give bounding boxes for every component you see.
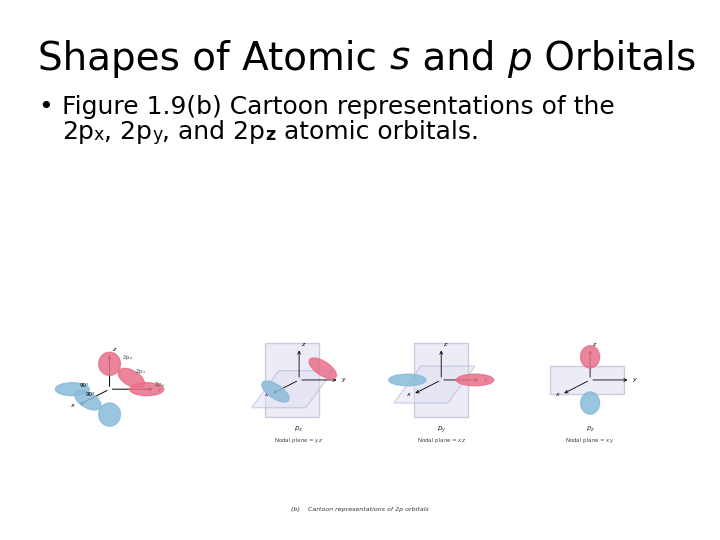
Ellipse shape — [580, 346, 600, 368]
Ellipse shape — [580, 392, 600, 414]
Ellipse shape — [130, 383, 163, 396]
Ellipse shape — [99, 352, 120, 375]
Text: $p_y$: $p_y$ — [436, 424, 446, 435]
Text: •: • — [38, 95, 53, 119]
Text: x: x — [555, 392, 559, 397]
Polygon shape — [549, 366, 624, 394]
Text: 90°: 90° — [86, 392, 96, 397]
Text: and: and — [410, 40, 508, 78]
Text: y: y — [484, 377, 487, 382]
Text: Shapes of Atomic: Shapes of Atomic — [38, 40, 390, 78]
Text: x: x — [264, 392, 268, 397]
Text: y: y — [152, 126, 163, 144]
Text: (b)    Cartoon representations of 2p orbitals: (b) Cartoon representations of 2p orbita… — [291, 508, 429, 512]
Text: 2p$_x$: 2p$_x$ — [135, 367, 147, 376]
Polygon shape — [394, 366, 475, 403]
Polygon shape — [265, 343, 320, 417]
Text: atomic orbitals.: atomic orbitals. — [276, 120, 479, 144]
Text: $p_x$: $p_x$ — [294, 425, 304, 434]
Text: Nodal plane = $xz$: Nodal plane = $xz$ — [417, 436, 466, 446]
Text: z: z — [266, 126, 276, 144]
Text: z: z — [301, 342, 305, 347]
Ellipse shape — [456, 374, 494, 386]
Polygon shape — [414, 343, 468, 417]
Text: 2p: 2p — [62, 120, 94, 144]
Text: $p_z$: $p_z$ — [585, 425, 595, 434]
Text: Orbitals: Orbitals — [532, 40, 696, 78]
Text: z: z — [592, 342, 595, 347]
Text: z: z — [444, 342, 446, 347]
Ellipse shape — [118, 368, 144, 388]
Ellipse shape — [262, 381, 289, 402]
Text: 90°: 90° — [79, 383, 89, 388]
Text: y: y — [341, 377, 345, 382]
Text: Nodal plane = $xy$: Nodal plane = $xy$ — [565, 436, 615, 446]
Ellipse shape — [55, 383, 89, 396]
Ellipse shape — [75, 390, 101, 410]
Text: x: x — [406, 392, 410, 397]
Ellipse shape — [309, 358, 336, 379]
Ellipse shape — [99, 403, 120, 426]
Text: x: x — [71, 403, 74, 408]
Text: p: p — [508, 40, 532, 78]
Text: 2p$_z$: 2p$_z$ — [122, 353, 133, 362]
Text: , 2p: , 2p — [104, 120, 152, 144]
Text: x: x — [94, 126, 104, 144]
Text: y: y — [158, 387, 161, 392]
Text: Figure 1.9(b) Cartoon representations of the: Figure 1.9(b) Cartoon representations of… — [62, 95, 615, 119]
Text: y: y — [632, 377, 636, 382]
Text: s: s — [390, 40, 410, 78]
Ellipse shape — [389, 374, 426, 386]
Text: , and 2p: , and 2p — [163, 120, 266, 144]
Polygon shape — [252, 371, 333, 408]
Text: z: z — [112, 347, 115, 352]
Text: 2p$_y$: 2p$_y$ — [153, 381, 165, 391]
Text: Nodal plane = $yz$: Nodal plane = $yz$ — [274, 436, 324, 446]
